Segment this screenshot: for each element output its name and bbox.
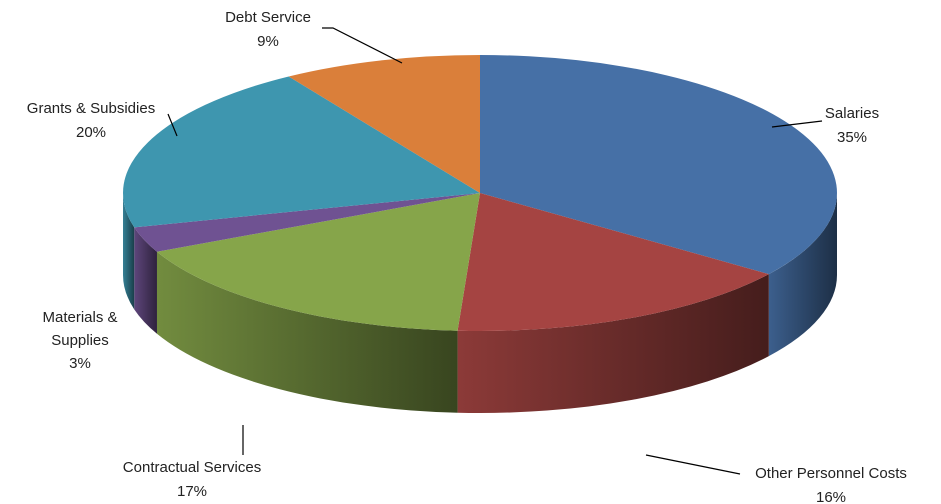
label-debt-service-name: Debt Service [225, 9, 311, 26]
label-debt-service: Debt Service 9% [225, 9, 311, 50]
leader-salaries [771, 120, 823, 128]
pie-top-faces [122, 55, 838, 331]
slice-labels: Salaries 35% Other Personnel Costs 16% Contr… [27, 9, 907, 504]
pie-side-other-personnel-costs [457, 274, 769, 413]
pie-slice-debt-service[interactable] [288, 55, 480, 193]
label-salaries: Salaries 35% [825, 105, 879, 146]
pie-slice-other-personnel-costs[interactable] [457, 193, 769, 331]
pie-slice-materials-supplies[interactable] [134, 193, 480, 252]
label-debt-service-value: 9% [257, 33, 279, 50]
pie-slice-grants-subsidies[interactable] [122, 76, 480, 228]
label-grants-subsidies-value: 20% [76, 124, 106, 141]
label-materials-supplies-name: Materials & [42, 309, 117, 326]
label-other-personnel-costs: Other Personnel Costs 16% [755, 465, 907, 504]
pie-side-materials-supplies [134, 227, 157, 334]
pie-side-walls [123, 193, 837, 413]
label-other-personnel-costs-value: 16% [816, 489, 846, 504]
label-materials-supplies-name: Supplies [51, 332, 109, 349]
pie-slice-salaries[interactable] [480, 55, 838, 275]
pie-side-contractual-services [156, 251, 458, 413]
label-other-personnel-costs-name: Other Personnel Costs [755, 465, 907, 482]
label-salaries-name: Salaries [825, 105, 879, 122]
label-grants-subsidies-name: Grants & Subsidies [27, 100, 155, 117]
pie-side-salaries [768, 193, 837, 357]
pie-side-grants-subsidies [123, 193, 135, 310]
label-salaries-value: 35% [837, 129, 867, 146]
label-grants-subsidies: Grants & Subsidies 20% [27, 100, 155, 141]
label-leader-lines [167, 27, 823, 475]
leader-other-personnel-costs [645, 454, 741, 475]
pie-slice-contractual-services[interactable] [156, 193, 480, 331]
label-materials-supplies-value: 3% [69, 355, 91, 372]
label-materials-supplies: Materials & Supplies 3% [42, 309, 117, 372]
leader-debt-service [322, 27, 403, 64]
leader-grants-subsidies [167, 113, 178, 137]
label-contractual-services: Contractual Services 17% [123, 459, 261, 500]
label-contractual-services-value: 17% [177, 483, 207, 500]
label-contractual-services-name: Contractual Services [123, 459, 261, 476]
